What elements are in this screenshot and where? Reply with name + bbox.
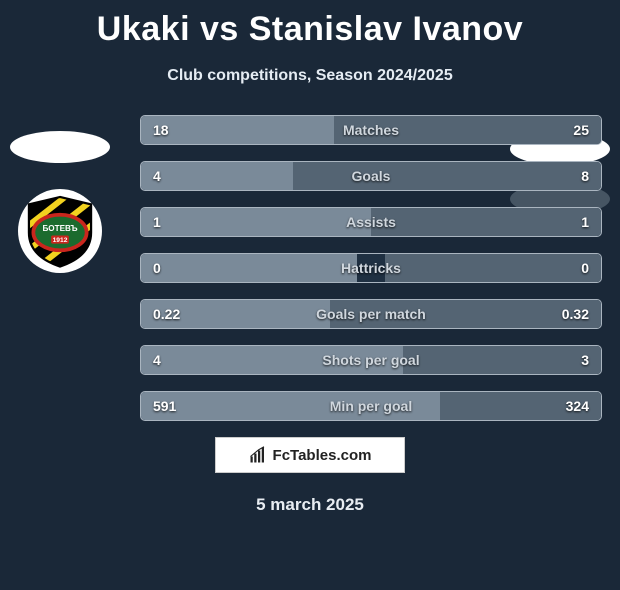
stat-label: Shots per goal xyxy=(141,346,601,374)
stat-label: Goals per match xyxy=(141,300,601,328)
stat-label: Hattricks xyxy=(141,254,601,282)
stat-value-left: 591 xyxy=(153,392,176,420)
vs-text: vs xyxy=(200,10,239,48)
stat-label: Assists xyxy=(141,208,601,236)
stat-value-left: 0 xyxy=(153,254,161,282)
stat-label: Goals xyxy=(141,162,601,190)
stat-value-right: 1 xyxy=(581,208,589,236)
stat-value-right: 324 xyxy=(566,392,589,420)
subtitle: Club competitions, Season 2024/2025 xyxy=(0,67,620,85)
stat-value-right: 3 xyxy=(581,346,589,374)
stat-row: Min per goal591 324 xyxy=(140,391,602,421)
player1-club-badge: БОТЕВЪ 1912 xyxy=(18,189,102,273)
page-title: Ukaki vs Stanislav Ivanov xyxy=(0,10,620,49)
svg-text:1912: 1912 xyxy=(53,237,68,244)
chart-icon xyxy=(249,446,267,464)
player1-photo-placeholder xyxy=(10,131,110,163)
stat-row: Goals4 8 xyxy=(140,161,602,191)
botev-badge-icon: БОТЕВЪ 1912 xyxy=(23,194,97,268)
stat-label: Matches xyxy=(141,116,601,144)
stat-value-left: 1 xyxy=(153,208,161,236)
stat-value-left: 4 xyxy=(153,346,161,374)
stat-value-left: 18 xyxy=(153,116,169,144)
stat-row: Shots per goal4 3 xyxy=(140,345,602,375)
stat-row: Hattricks0 0 xyxy=(140,253,602,283)
stat-label: Min per goal xyxy=(141,392,601,420)
stat-value-left: 0.22 xyxy=(153,300,180,328)
player2-name: Stanislav Ivanov xyxy=(249,10,523,48)
stat-value-right: 8 xyxy=(581,162,589,190)
stat-row: Assists1 1 xyxy=(140,207,602,237)
fctables-logo[interactable]: FcTables.com xyxy=(215,437,405,473)
stat-value-right: 0 xyxy=(581,254,589,282)
stat-value-right: 25 xyxy=(573,116,589,144)
stats-bars: Matches1825Goals48Assists11Hattricks00Go… xyxy=(140,115,602,421)
comparison-panel: БОТЕВЪ 1912 Matches1825Goals48Assists11H… xyxy=(0,115,620,515)
date: 5 march 2025 xyxy=(0,495,620,515)
svg-text:БОТЕВЪ: БОТЕВЪ xyxy=(42,224,77,233)
stat-value-left: 4 xyxy=(153,162,161,190)
stat-row: Goals per match0.22 0.32 xyxy=(140,299,602,329)
player1-name: Ukaki xyxy=(97,10,190,48)
branding-text: FcTables.com xyxy=(273,447,372,464)
stat-value-right: 0.32 xyxy=(562,300,589,328)
stat-row: Matches18 25 xyxy=(140,115,602,145)
